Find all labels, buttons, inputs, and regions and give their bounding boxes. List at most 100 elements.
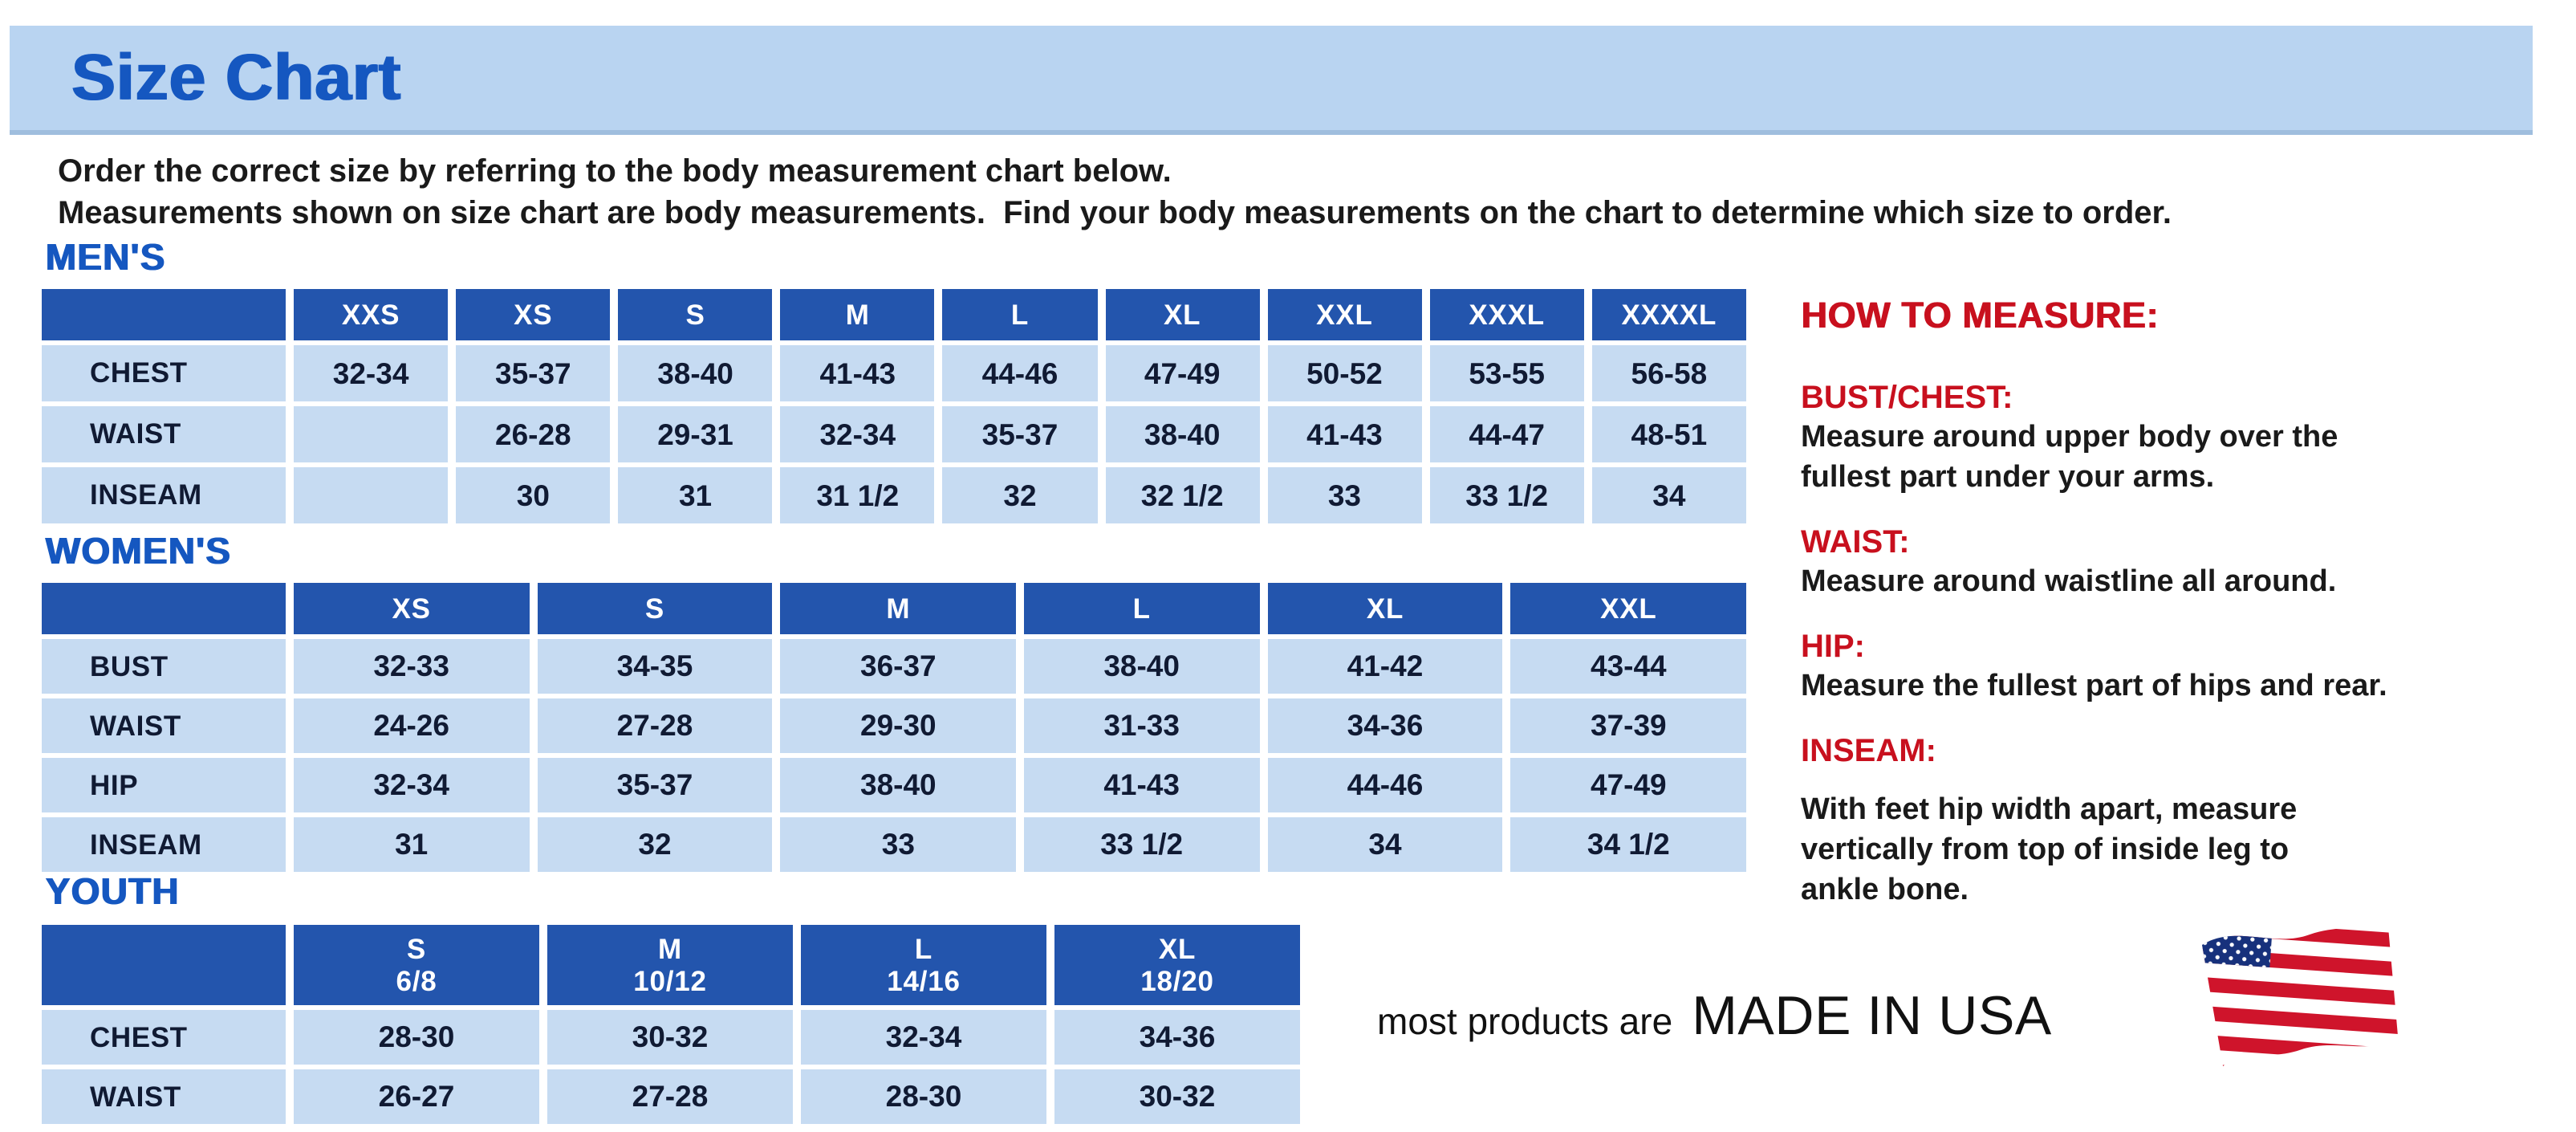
column-header-cell: S <box>537 583 773 634</box>
size-value-cell: 32-34 <box>294 758 530 812</box>
size-value-cell: 44-46 <box>1267 758 1503 812</box>
hip-text: Measure the fullest part of hips and rea… <box>1801 670 2387 703</box>
size-value-cell: 32 1/2 <box>1105 467 1260 523</box>
size-value-cell: 26-27 <box>294 1069 539 1124</box>
column-header-cell: XS <box>294 583 530 634</box>
made-in-usa-text: MADE IN USA <box>1692 986 2052 1047</box>
row-label-cell: WAIST <box>42 698 286 753</box>
bust-chest-text: Measure around upper body over the fulle… <box>1801 421 2338 495</box>
column-header-cell: M <box>780 289 935 340</box>
size-value-cell: 34-35 <box>537 639 773 694</box>
row-label-cell: WAIST <box>42 406 286 462</box>
column-header-cell: XXL <box>1267 289 1422 340</box>
bust-chest-section: BUST/CHEST: Measure around upper body ov… <box>1801 379 2523 498</box>
column-header-cell: L <box>942 289 1098 340</box>
waist-label: WAIST: <box>1801 525 1910 560</box>
size-value-cell: 56-58 <box>1591 345 1746 401</box>
size-value-cell: 32-34 <box>294 345 449 401</box>
size-value-cell: 34-36 <box>1054 1010 1300 1065</box>
row-label-cell: INSEAM <box>42 467 286 523</box>
size-value-cell: 28-30 <box>801 1069 1046 1124</box>
made-in-prefix: most products are <box>1377 1000 1673 1042</box>
size-value-cell: 48-51 <box>1591 406 1746 462</box>
inseam-text: With feet hip width apart, measure verti… <box>1801 793 2298 907</box>
inseam-label: INSEAM: <box>1801 734 1936 769</box>
size-value-cell <box>294 467 449 523</box>
column-header-cell: S 6/8 <box>294 925 539 1005</box>
youth-size-table: S 6/8 M 10/12 L 14/16 XL 18/20 CHEST 28-30 30-32 32… <box>42 925 1300 1124</box>
size-value-cell: 33 1/2 <box>1429 467 1584 523</box>
size-value-cell: 33 <box>780 817 1016 872</box>
size-value-cell: 31 <box>294 817 530 872</box>
size-value-cell: 41-43 <box>1024 758 1260 812</box>
size-value-cell: 38-40 <box>780 758 1016 812</box>
size-value-cell: 32-33 <box>294 639 530 694</box>
size-value-cell: 32 <box>942 467 1098 523</box>
size-value-cell: 38-40 <box>1024 639 1260 694</box>
column-header-cell: L <box>1024 583 1260 634</box>
waist-section: WAIST: Measure around waistline all arou… <box>1801 523 2523 602</box>
size-value-cell: 32-34 <box>801 1010 1046 1065</box>
size-value-cell: 53-55 <box>1429 345 1584 401</box>
table-corner-cell <box>42 289 286 340</box>
hip-label: HIP: <box>1801 629 1865 665</box>
size-value-cell: 44-46 <box>942 345 1098 401</box>
column-header-cell: XL <box>1267 583 1503 634</box>
size-value-cell: 35-37 <box>537 758 773 812</box>
size-value-cell: 34 <box>1267 817 1503 872</box>
size-value-cell: 29-31 <box>618 406 773 462</box>
youth-section-heading: YOUTH <box>45 870 179 912</box>
intro-line-1: Order the correct size by referring to t… <box>58 154 1172 189</box>
size-value-cell: 34 1/2 <box>1510 817 1746 872</box>
mens-section-heading: MEN'S <box>45 236 165 278</box>
waist-text: Measure around waistline all around. <box>1801 565 2337 599</box>
size-value-cell: 24-26 <box>294 698 530 753</box>
column-header-cell: M 10/12 <box>547 925 793 1005</box>
size-value-cell: 36-37 <box>780 639 1016 694</box>
womens-size-table: XS S M L XL XXL BUST 32-33 34-35 36-37 38-40 41-42 4… <box>42 583 1746 872</box>
column-header-cell: L 14/16 <box>801 925 1046 1005</box>
intro-text: Order the correct size by referring to t… <box>58 151 2172 234</box>
column-header-cell: XXXL <box>1429 289 1584 340</box>
size-value-cell: 41-43 <box>1267 406 1422 462</box>
table-corner-cell <box>42 583 286 634</box>
size-value-cell: 33 <box>1267 467 1422 523</box>
size-value-cell: 29-30 <box>780 698 1016 753</box>
size-value-cell: 41-43 <box>780 345 935 401</box>
size-value-cell: 47-49 <box>1105 345 1260 401</box>
made-in-usa-line: most products are MADE IN USA <box>1377 986 2052 1049</box>
row-label-cell: INSEAM <box>42 817 286 872</box>
column-header-cell: M <box>780 583 1016 634</box>
size-value-cell: 33 1/2 <box>1024 817 1260 872</box>
size-value-cell: 37-39 <box>1510 698 1746 753</box>
column-header-cell: XXS <box>294 289 449 340</box>
column-header-cell: XL 18/20 <box>1054 925 1300 1005</box>
size-value-cell: 27-28 <box>547 1069 793 1124</box>
row-label-cell: CHEST <box>42 345 286 401</box>
size-value-cell: 43-44 <box>1510 639 1746 694</box>
column-header-cell: XXXXL <box>1591 289 1746 340</box>
how-to-measure-heading: HOW TO MEASURE: <box>1801 295 2159 336</box>
usa-flag-icon <box>2176 912 2404 1089</box>
row-label-cell: BUST <box>42 639 286 694</box>
mens-size-table: XXS XS S M L XL XXL XXXL XXXXL CHEST 32-34 35-37 38-… <box>42 289 1746 523</box>
size-value-cell: 26-28 <box>456 406 611 462</box>
size-value-cell: 31 1/2 <box>780 467 935 523</box>
column-header-cell: XL <box>1105 289 1260 340</box>
inseam-section: INSEAM: With feet hip width apart, measu… <box>1801 732 2523 910</box>
size-value-cell: 38-40 <box>1105 406 1260 462</box>
size-value-cell: 32 <box>537 817 773 872</box>
size-value-cell: 30-32 <box>547 1010 793 1065</box>
title-banner: Size Chart <box>10 26 2533 135</box>
size-value-cell: 30-32 <box>1054 1069 1300 1124</box>
row-label-cell: HIP <box>42 758 286 812</box>
how-to-measure-panel: HOW TO MEASURE: BUST/CHEST: Measure arou… <box>1801 295 2523 910</box>
size-value-cell: 38-40 <box>618 345 773 401</box>
hip-section: HIP: Measure the fullest part of hips an… <box>1801 628 2523 706</box>
size-value-cell: 34-36 <box>1267 698 1503 753</box>
row-label-cell: CHEST <box>42 1010 286 1065</box>
column-header-cell: XXL <box>1510 583 1746 634</box>
size-value-cell: 30 <box>456 467 611 523</box>
size-value-cell: 32-34 <box>780 406 935 462</box>
